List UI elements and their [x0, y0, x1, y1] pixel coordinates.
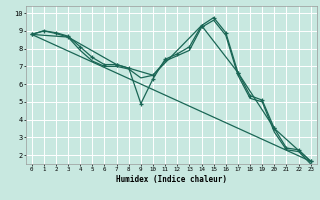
- X-axis label: Humidex (Indice chaleur): Humidex (Indice chaleur): [116, 175, 227, 184]
